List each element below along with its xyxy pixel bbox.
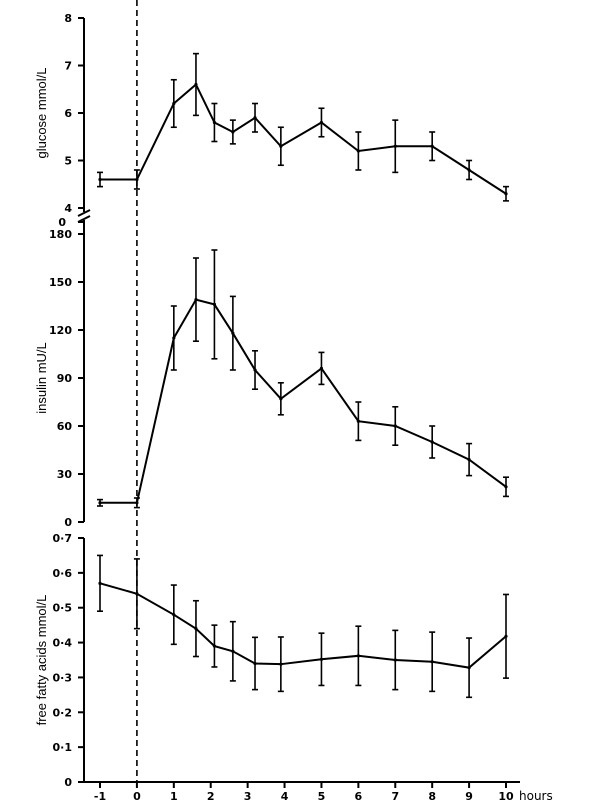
data-point-2-10 (393, 658, 397, 662)
data-point-2-6 (253, 661, 257, 666)
data-point-1-8 (319, 366, 324, 370)
y-tick-label-0-1: 5 (64, 155, 72, 168)
y-tick-label-0-4: 8 (64, 12, 72, 25)
x-tick-label-3: 2 (207, 790, 215, 803)
x-tick-label-4: 3 (244, 790, 252, 803)
y-axis-label-0: glucose mmol/L (34, 67, 49, 158)
data-point-0-9 (356, 149, 360, 153)
y-tick-label-1-2: 60 (57, 420, 73, 433)
y-tick-label-1-1: 30 (57, 468, 73, 481)
y-tick-label-1-0: 0 (64, 516, 72, 529)
data-point-0-2 (172, 101, 176, 106)
x-tick-label-7: 6 (355, 790, 363, 803)
data-point-1-10 (393, 424, 397, 428)
x-tick-label-1: 0 (133, 790, 141, 803)
y-tick-label-2-1: 0·1 (53, 741, 73, 754)
data-point-2-3 (194, 627, 198, 631)
data-point-2-5 (231, 649, 235, 653)
data-point-0-11 (430, 144, 434, 148)
data-point-1-6 (253, 368, 257, 372)
y-tick-label-1-5: 150 (49, 276, 72, 289)
data-point-1-5 (231, 331, 235, 335)
data-point-2-2 (172, 613, 176, 617)
x-tick-label-9: 8 (428, 790, 436, 803)
data-point-1-12 (467, 458, 471, 462)
y-tick-label-2-2: 0·2 (53, 706, 73, 719)
y-tick-label-2-5: 0·5 (53, 602, 73, 615)
data-point-0-8 (319, 120, 324, 125)
x-tick-label-10: 9 (465, 790, 473, 803)
data-point-0-5 (231, 130, 235, 134)
y-tick-label-2-4: 0·4 (53, 637, 73, 650)
y-tick-label-2-7: 0·7 (53, 532, 73, 545)
data-point-0-10 (393, 144, 397, 148)
data-point-0-3 (194, 82, 198, 87)
data-point-0-13 (504, 192, 508, 196)
y-tick-label-0-2: 6 (64, 107, 72, 120)
data-point-0-7 (279, 144, 283, 148)
series-line-2 (99, 582, 507, 669)
series-line-0 (100, 82, 507, 195)
y-tick-label-0-3: 7 (64, 60, 72, 73)
y-axis-label-1: insulin mU/L (34, 342, 49, 414)
data-point-2-8 (319, 657, 324, 661)
y-tick-label-0-0: 4 (64, 202, 72, 215)
data-point-0-12 (467, 168, 471, 172)
data-point-1-7 (279, 397, 283, 401)
data-point-1-2 (172, 336, 176, 340)
break-tick-label: 0 (58, 216, 66, 229)
x-tick-label-2: 1 (170, 790, 178, 803)
x-tick-label-11: 10 (498, 790, 514, 803)
y-tick-label-2-3: 0·3 (53, 671, 73, 684)
data-point-2-11 (430, 660, 434, 664)
data-point-1-9 (356, 419, 360, 423)
x-tick-label-0: -1 (94, 790, 106, 803)
data-point-1-3 (194, 298, 198, 302)
data-point-2-7 (279, 662, 283, 666)
data-point-2-0 (98, 581, 102, 585)
x-tick-label-6: 5 (318, 790, 326, 803)
data-point-1-4 (212, 302, 217, 306)
data-point-1-13 (504, 485, 508, 489)
data-point-1-11 (430, 440, 434, 444)
y-axis-label-2: free fatty acids mmol/L (34, 595, 49, 726)
data-point-2-9 (356, 654, 360, 658)
x-axis-label: hours (519, 789, 553, 803)
data-point-0-6 (253, 116, 257, 120)
data-point-2-4 (212, 644, 217, 648)
y-tick-label-1-3: 90 (57, 372, 73, 385)
x-tick-label-5: 4 (281, 790, 289, 803)
y-tick-label-2-0: 0 (64, 776, 72, 789)
data-point-0-0 (98, 177, 102, 182)
data-point-2-12 (467, 666, 471, 670)
y-tick-label-2-6: 0·6 (53, 567, 73, 580)
x-tick-label-8: 7 (391, 790, 399, 803)
y-tick-label-1-4: 120 (49, 324, 72, 337)
data-point-0-4 (212, 120, 217, 125)
y-tick-label-1-6: 180 (49, 228, 72, 241)
series-line-1 (100, 298, 507, 504)
data-point-2-13 (504, 634, 508, 638)
data-point-1-0 (98, 501, 102, 505)
axis-break-mark-0 (77, 209, 91, 217)
